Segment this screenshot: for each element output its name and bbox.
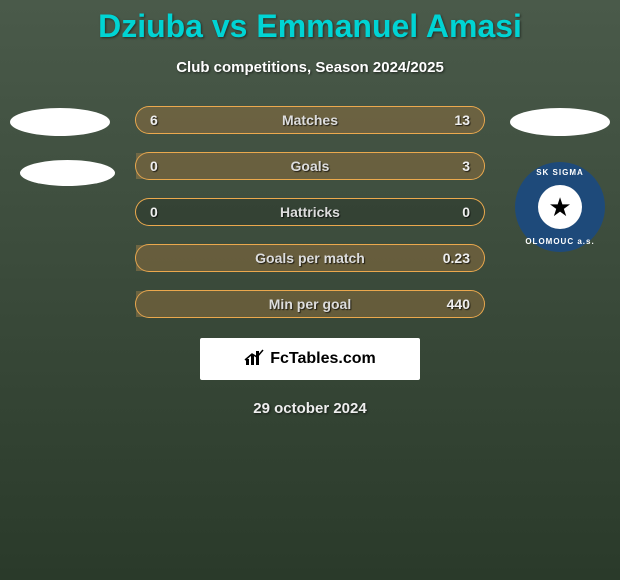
stat-label: Min per goal: [269, 296, 351, 312]
stat-row: 0 Goals 3: [135, 152, 485, 180]
player-left-placeholder-1: [10, 108, 110, 136]
chart-icon: [244, 349, 264, 370]
club-logo: SK SIGMA ★ OLOMOUC a.s.: [515, 162, 605, 252]
stat-value-right: 3: [462, 158, 470, 174]
stat-label: Goals per match: [255, 250, 365, 266]
stat-value-left: 6: [150, 112, 158, 128]
stats-area: SK SIGMA ★ OLOMOUC a.s. 6 Matches 13 0 Goals…: [0, 106, 620, 417]
stat-value-right: 0.23: [443, 250, 470, 266]
page-title: Dziuba vs Emmanuel Amasi: [0, 0, 620, 45]
date-line: 29 october 2024: [10, 400, 610, 417]
stat-label: Matches: [282, 112, 338, 128]
stat-label: Goals: [291, 158, 330, 174]
stat-value-right: 440: [447, 296, 470, 312]
stat-value-left: 0: [150, 204, 158, 220]
stat-value-right: 13: [454, 112, 470, 128]
logo-text-top: SK SIGMA: [536, 168, 584, 177]
stat-row: 6 Matches 13: [135, 106, 485, 134]
stat-row: Goals per match 0.23: [135, 244, 485, 272]
subtitle: Club competitions, Season 2024/2025: [0, 59, 620, 76]
stat-row: 0 Hattricks 0: [135, 198, 485, 226]
player-left-placeholder-2: [20, 160, 115, 186]
stat-value-right: 0: [462, 204, 470, 220]
stat-row: Min per goal 440: [135, 290, 485, 318]
player-right-placeholder: [510, 108, 610, 136]
brand-label: FcTables.com: [270, 350, 376, 368]
brand-box[interactable]: FcTables.com: [200, 338, 420, 380]
logo-text-bottom: OLOMOUC a.s.: [525, 237, 594, 246]
star-icon: ★: [548, 192, 571, 223]
stat-label: Hattricks: [280, 204, 340, 220]
stat-value-left: 0: [150, 158, 158, 174]
